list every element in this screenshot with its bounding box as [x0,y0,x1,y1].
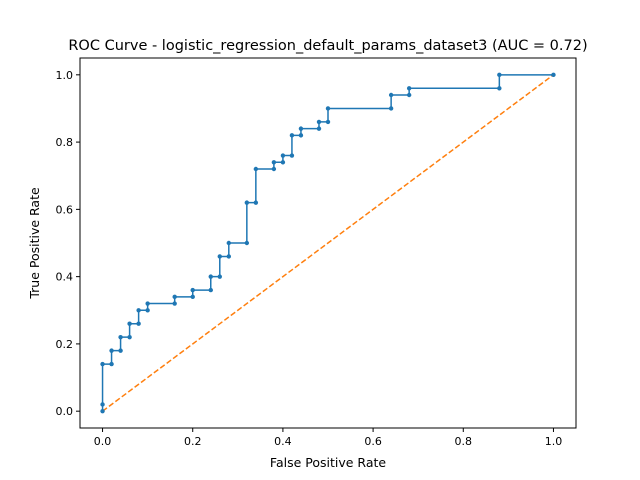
y-tick-label: 0.2 [56,338,74,351]
roc-curve-point [118,334,123,340]
roc-curve-point [109,361,114,367]
x-tick-label: 0.4 [274,435,292,448]
roc-curve-point [226,240,231,246]
roc-curve-point [109,348,114,353]
roc-curve-point [253,166,259,172]
roc-curve-point [244,200,250,205]
x-tick-label: 0.0 [94,435,112,448]
roc-curve-point [280,160,286,165]
roc-curve-point [316,119,322,125]
x-tick-label: 1.0 [545,435,563,448]
x-axis-label: False Positive Rate [270,455,386,470]
roc-curve-point [172,301,177,306]
roc-curve-point [316,126,322,131]
roc-curve-point [271,166,277,172]
roc-curve-point [190,287,195,293]
x-tick-label: 0.2 [184,435,202,448]
roc-curve-point [145,301,150,306]
roc-curve-point [325,119,331,125]
roc-curve-point [253,200,259,205]
roc-curve-point [497,86,502,91]
roc-curve-point [298,133,304,138]
roc-curve-point [388,92,394,98]
roc-curve-point [127,321,132,326]
roc-curve-point [289,133,295,138]
chart-title: ROC Curve - logistic_regression_default_… [68,38,587,54]
roc-curve-point [289,153,295,158]
y-tick-label: 0.0 [56,405,74,418]
roc-curve-point [136,308,141,313]
roc-curve-point [217,274,222,279]
roc-curve-point [551,72,556,78]
roc-curve-point [280,153,286,158]
roc-curve-point [226,254,231,259]
roc-curve-point [217,254,222,259]
roc-curve-point [406,92,412,98]
roc-curve-point [208,274,213,279]
plot-frame [79,57,577,429]
roc-curve-point [298,126,304,131]
roc-curve-point [497,72,502,78]
roc-curve-point [406,86,412,91]
roc-curve-point [271,160,277,165]
roc-curve-line [101,74,554,412]
roc-curve-point [388,106,394,111]
y-tick-label: 0.4 [56,271,74,284]
roc-curve-point [100,402,105,407]
y-tick-label: 0.6 [56,203,74,216]
y-axis-label: True Positive Rate [27,187,42,300]
roc-curve-point [145,308,150,313]
x-tick-label: 0.6 [364,435,382,448]
y-tick-label: 0.8 [56,136,74,149]
roc-curve-point [100,408,105,414]
plot-area: 0.0 0.2 0.4 0.6 0.8 1.0 0.0 0.2 0.4 0.6 0.8 1.0 [56,69,563,448]
roc-curve-point [100,361,105,367]
roc-curve-point [325,106,331,111]
roc-curve-point [118,348,123,353]
roc-curve-point [190,294,195,300]
roc-curve-point [127,334,132,340]
y-tick-label: 1.0 [56,69,74,82]
x-tick-label: 0.8 [455,435,473,448]
chance-diagonal-line [102,74,554,412]
roc-curve-point [244,240,250,246]
roc-curve-point [172,294,177,300]
roc-curve-point [136,321,141,326]
roc-curve-point [208,287,213,293]
